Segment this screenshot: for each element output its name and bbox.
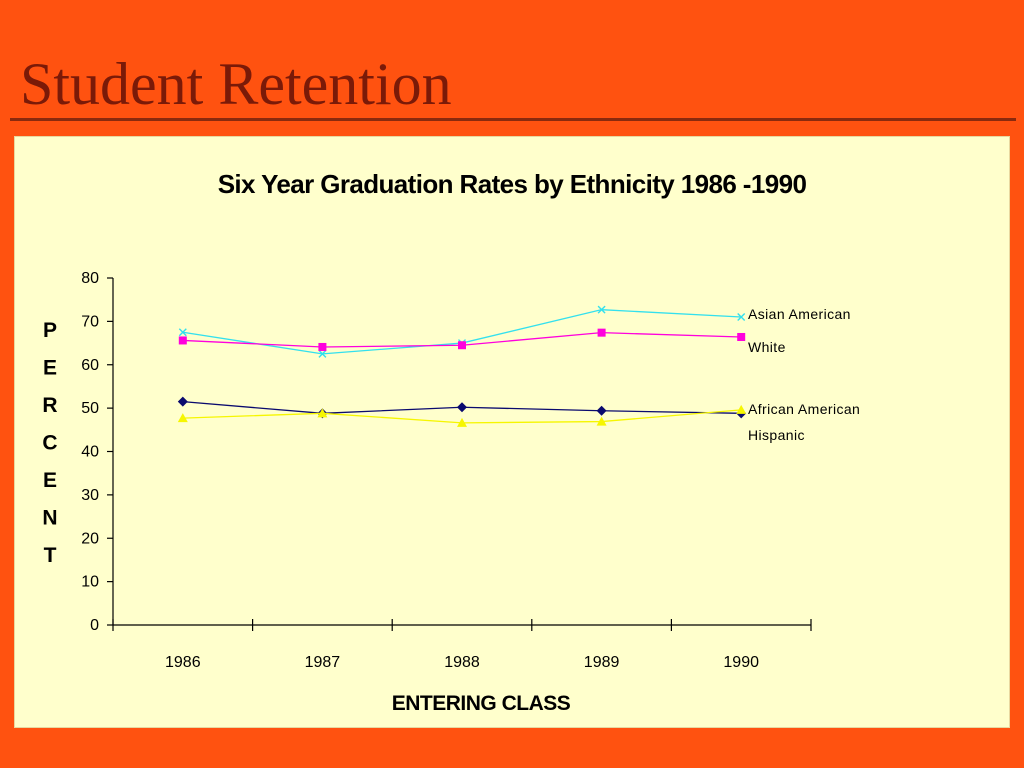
x-tick-label: 1989: [584, 654, 620, 671]
chart-title: Six Year Graduation Rates by Ethnicity 1…: [218, 169, 807, 199]
chart-axes: [112, 278, 811, 626]
y-axis-label-letter: C: [42, 432, 57, 455]
series-white: [178, 328, 746, 351]
data-point-stroke: [178, 328, 187, 337]
data-point: [457, 402, 467, 413]
x-axis-label: ENTERING CLASS: [392, 692, 571, 715]
data-point: [596, 416, 607, 426]
data-point-stroke: [597, 305, 606, 314]
data-point: [737, 313, 746, 322]
y-tick-label: 40: [81, 444, 99, 461]
y-axis-ticks: 0 10 20 30 40 50 60 70 80: [81, 270, 113, 634]
y-tick-label: 20: [81, 530, 99, 547]
y-tick-label: 70: [81, 313, 99, 330]
title-divider: [10, 118, 1016, 121]
y-axis-label-letter: N: [42, 507, 57, 530]
data-point: [737, 332, 746, 341]
series-african-american: [177, 396, 747, 419]
data-point-stroke: [737, 313, 746, 322]
series-label: White: [748, 339, 786, 355]
series-labels: Asian American White African American Hispa…: [748, 306, 860, 443]
y-tick-label: 60: [81, 357, 99, 374]
series-lines: [177, 305, 747, 427]
data-point: [597, 305, 606, 314]
data-point: [177, 396, 188, 407]
x-tick-label: 1988: [444, 654, 480, 671]
series-label: Asian American: [748, 306, 851, 322]
data-point: [597, 328, 606, 337]
data-point: [458, 341, 466, 350]
x-tick-label: 1986: [165, 654, 201, 671]
data-point-stroke: [318, 349, 327, 358]
slide-title: Student Retention: [20, 51, 452, 117]
series-asian-american: [178, 305, 746, 358]
data-point: [596, 405, 607, 416]
y-axis-label-letter: R: [42, 394, 57, 417]
series-label: African American: [748, 401, 860, 417]
x-tick-label: 1987: [305, 654, 341, 671]
series-label: Hispanic: [748, 427, 805, 443]
y-tick-label: 80: [81, 270, 99, 287]
data-point: [457, 417, 467, 427]
y-axis-label-letter: E: [43, 469, 57, 492]
data-point: [177, 413, 188, 423]
y-axis-label-letter: T: [44, 544, 57, 567]
line-chart: Six Year Graduation Rates by Ethnicity 1…: [42, 169, 860, 715]
y-axis-label-letter: E: [43, 357, 57, 380]
x-tick-label: 1990: [723, 654, 759, 671]
data-point: [317, 408, 328, 418]
chart-panel: Six Year Graduation Rates by Ethnicity 1…: [14, 136, 1010, 728]
y-axis-label-letter: P: [43, 319, 57, 342]
data-point: [318, 342, 327, 351]
y-tick-label: 0: [90, 617, 99, 634]
x-axis-ticks: 1986 1987 1988 1989 1990: [112, 619, 812, 671]
data-point: [178, 328, 187, 337]
y-tick-label: 30: [81, 487, 99, 504]
y-tick-label: 50: [81, 400, 99, 417]
data-point: [318, 349, 327, 358]
y-tick-label: 10: [81, 574, 99, 591]
data-point: [736, 404, 747, 414]
series-hispanic: [177, 404, 747, 427]
data-point: [178, 336, 187, 345]
